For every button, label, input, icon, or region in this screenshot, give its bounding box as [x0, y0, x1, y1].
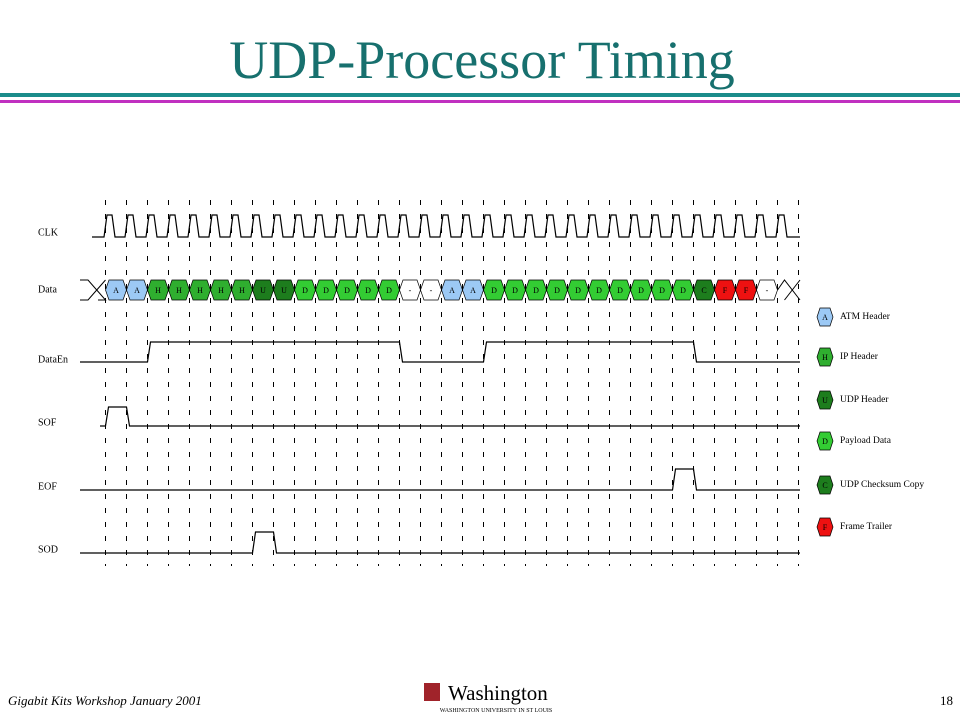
- signal-label: DataEn: [38, 354, 68, 365]
- data-cell-label: D: [491, 286, 497, 295]
- data-cell-label: D: [344, 286, 350, 295]
- timing-diagram: CLK Data DataEn SOF EOF SOD A A H H H H H U U D D D D D - - A A…: [38, 200, 924, 566]
- signal-label: EOF: [38, 481, 57, 492]
- legend-label: IP Header: [840, 352, 879, 362]
- data-cell-label: D: [365, 286, 371, 295]
- sof-wave: [100, 406, 800, 427]
- data-cell-label: D: [617, 286, 623, 295]
- legend-letter: A: [822, 313, 828, 322]
- data-cell-label: D: [302, 286, 308, 295]
- footer-left: Gigabit Kits Workshop January 2001: [8, 693, 202, 708]
- data-cell: [756, 279, 778, 301]
- legend-label: UDP Checksum Copy: [840, 480, 924, 490]
- data-cell-label: D: [554, 286, 560, 295]
- data-cell-label: -: [430, 286, 433, 295]
- legend-label: Frame Trailer: [840, 522, 893, 532]
- eof-wave: [80, 468, 800, 491]
- footer-brand-sub: WASHINGTON UNIVERSITY IN ST LOUIS: [440, 708, 553, 714]
- data-cell-label: D: [512, 286, 518, 295]
- signal-label: SOD: [38, 544, 58, 555]
- legend-label: UDP Header: [840, 395, 889, 405]
- data-cell-label: F: [744, 286, 749, 295]
- legend-letter: H: [822, 353, 828, 362]
- dataen-wave: [80, 341, 800, 363]
- legend-label: Payload Data: [840, 436, 892, 446]
- legend-letter: C: [822, 481, 827, 490]
- legend-swatch: [816, 475, 834, 495]
- data-cell-label: F: [723, 286, 728, 295]
- legend-letter: D: [822, 437, 828, 446]
- legend-letter: F: [823, 523, 828, 532]
- title: UDP-Processor Timing: [229, 30, 735, 90]
- data-cell-label: D: [386, 286, 392, 295]
- data-cell-label: D: [323, 286, 329, 295]
- title-rule-accent: [0, 100, 960, 103]
- legend-label: ATM Header: [840, 312, 891, 322]
- data-cell-label: D: [575, 286, 581, 295]
- clock-wave: [92, 214, 800, 238]
- bus-edge: [80, 279, 107, 301]
- data-cell-label: D: [533, 286, 539, 295]
- data-cell-label: -: [409, 286, 412, 295]
- bus-edge: [777, 279, 801, 301]
- data-cell-label: H: [218, 286, 224, 295]
- logo: [424, 683, 440, 701]
- sod-wave: [80, 531, 800, 554]
- data-cell-label: -: [766, 286, 769, 295]
- data-cell-label: A: [134, 286, 140, 295]
- data-cell-label: D: [596, 286, 602, 295]
- data-cell-label: D: [638, 286, 644, 295]
- data-cell-label: C: [701, 286, 706, 295]
- data-cell-label: H: [239, 286, 245, 295]
- data-cell-label: U: [260, 286, 266, 295]
- data-cell-label: H: [197, 286, 203, 295]
- legend-swatch: [816, 347, 834, 367]
- data-cell-label: H: [176, 286, 182, 295]
- legend-swatch: [816, 390, 834, 410]
- data-cell-label: D: [659, 286, 665, 295]
- signal-label: SOF: [38, 417, 57, 428]
- data-cell-label: D: [680, 286, 686, 295]
- data-cell-label: A: [470, 286, 476, 295]
- signal-label: CLK: [38, 227, 59, 238]
- signal-label: Data: [38, 284, 57, 295]
- legend-swatch: [816, 307, 834, 327]
- data-cell-label: H: [155, 286, 161, 295]
- title-rule: [0, 93, 960, 97]
- page-number: 18: [940, 693, 953, 708]
- data-cell-label: U: [281, 286, 287, 295]
- legend-letter: U: [822, 396, 828, 405]
- data-cell-label: A: [113, 286, 119, 295]
- footer-brand: Washington: [448, 681, 548, 705]
- data-cell-label: A: [449, 286, 455, 295]
- legend-swatch: [816, 431, 834, 451]
- legend-swatch: [816, 517, 834, 537]
